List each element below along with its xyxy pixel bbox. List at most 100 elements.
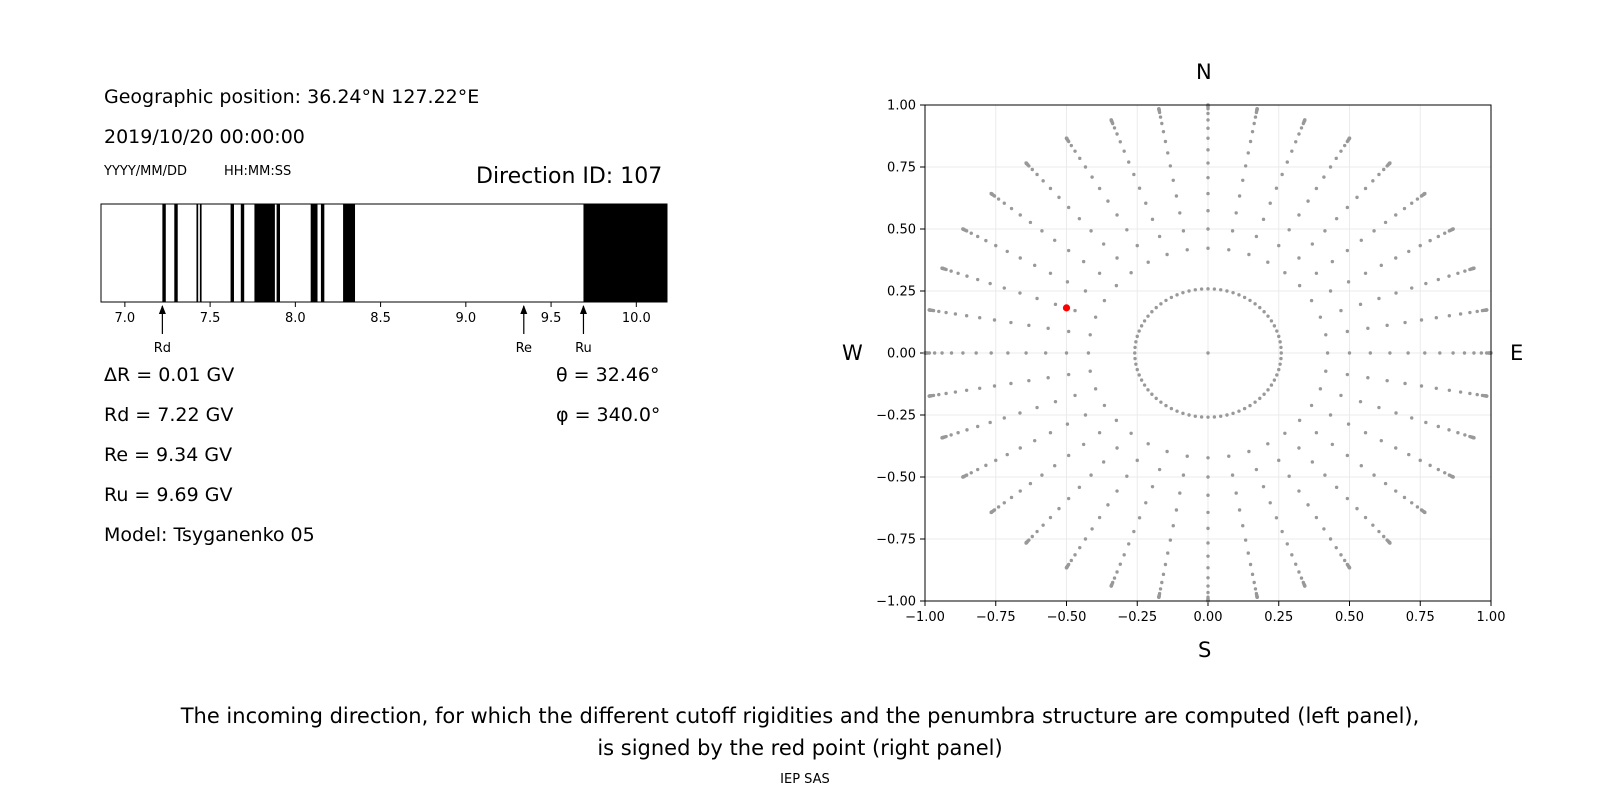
direction-point [1248, 298, 1252, 303]
direction-point [1115, 256, 1119, 260]
direction-point [953, 312, 958, 316]
x-tick-label: −0.75 [976, 610, 1016, 625]
direction-point [1309, 403, 1314, 408]
direction-point [961, 475, 965, 479]
direction-point [1032, 263, 1037, 268]
direction-point [1206, 118, 1210, 122]
direction-point [1359, 238, 1363, 242]
direction-point [1028, 220, 1033, 225]
x-tick-label: −1.00 [905, 610, 945, 625]
direction-point [1297, 283, 1302, 288]
direction-point [1118, 140, 1122, 144]
direction-point [1323, 229, 1327, 233]
direction-point [1206, 175, 1210, 180]
direction-point [1359, 464, 1363, 468]
direction-point [1030, 167, 1034, 172]
direction-point [1146, 442, 1150, 446]
direction-point [1363, 515, 1368, 520]
direction-point [1018, 411, 1022, 415]
direction-point [989, 191, 993, 196]
direction-point [1122, 149, 1126, 153]
direction-point [1394, 256, 1398, 260]
direction-point [1199, 287, 1204, 291]
direction-point [1024, 351, 1028, 355]
direction-point [1053, 302, 1058, 307]
direction-point [1206, 456, 1210, 460]
direction-point [1451, 475, 1455, 479]
direction-point [1475, 309, 1479, 314]
direction-point [975, 277, 980, 282]
direction-point [1181, 473, 1186, 477]
direction-point [1237, 293, 1241, 297]
direction-point [1206, 161, 1210, 165]
direction-point [1066, 205, 1071, 210]
direction-point [1277, 334, 1281, 339]
y-tick-label: −0.50 [876, 471, 916, 486]
direction-point [1368, 351, 1373, 355]
direction-point [992, 318, 997, 322]
direction-point [1254, 467, 1259, 472]
direction-point [1206, 554, 1210, 558]
direction-point [1097, 431, 1102, 435]
direction-point [1314, 515, 1319, 520]
direction-point [949, 433, 953, 437]
direction-point [1137, 329, 1141, 333]
direction-scatter-chart: −1.00 −0.75 −0.50 −0.25 0.00 0.25 0.50 0.75 1.00… [876, 99, 1505, 626]
direction-point [1144, 201, 1148, 205]
direction-point [1274, 186, 1279, 190]
direction-point [1272, 324, 1277, 328]
direction-point [1253, 587, 1258, 591]
direction-point [1241, 523, 1245, 528]
direction-point [1355, 195, 1359, 200]
direction-point [1078, 545, 1082, 550]
direction-point [1077, 485, 1082, 490]
direction-point [1041, 523, 1045, 527]
direction-point [1174, 508, 1179, 512]
direction-point [1206, 510, 1210, 515]
direction-point [1306, 503, 1310, 507]
direction-point [1410, 416, 1414, 420]
direction-point [1132, 172, 1136, 177]
direction-point [1157, 595, 1161, 599]
direction-point [974, 351, 978, 355]
direction-point [1040, 473, 1044, 477]
direction-point [1181, 290, 1185, 295]
direction-point [1069, 558, 1074, 563]
direction-point [1027, 323, 1031, 328]
direction-point [1410, 501, 1414, 505]
direction-point [1064, 136, 1069, 140]
direction-point [969, 231, 973, 235]
direction-point [1185, 248, 1189, 252]
direction-point [1102, 298, 1107, 303]
direction-point [1231, 411, 1235, 416]
direction-point [1358, 302, 1363, 307]
direction-point [1160, 580, 1164, 585]
penumbra-tick-label: 8.0 [285, 311, 306, 326]
x-tick-label: −0.25 [1117, 610, 1157, 625]
penumbra-tick-label: 8.5 [370, 311, 391, 326]
direction-point [1035, 296, 1039, 301]
direction-point [1009, 381, 1013, 386]
direction-point [1206, 126, 1210, 130]
direction-point [1002, 201, 1006, 205]
direction-point [1346, 422, 1351, 426]
direction-point [1272, 378, 1277, 382]
direction-point [1424, 281, 1428, 286]
direction-point [1285, 160, 1289, 164]
direction-point [1066, 372, 1071, 377]
direction-point [1066, 248, 1071, 253]
direction-point [1101, 460, 1106, 464]
direction-point [994, 243, 998, 248]
direction-point [1146, 314, 1150, 318]
direction-point [1225, 289, 1229, 293]
direction-point [961, 351, 965, 355]
penumbra-frame [100, 203, 668, 303]
direction-point [1139, 378, 1144, 382]
direction-point [1275, 373, 1279, 377]
direction-point [1066, 496, 1071, 501]
direction-point [1283, 271, 1287, 275]
direction-point [1372, 473, 1376, 477]
direction-point [1206, 209, 1210, 213]
direction-point [1324, 369, 1328, 373]
direction-point [1137, 373, 1141, 377]
